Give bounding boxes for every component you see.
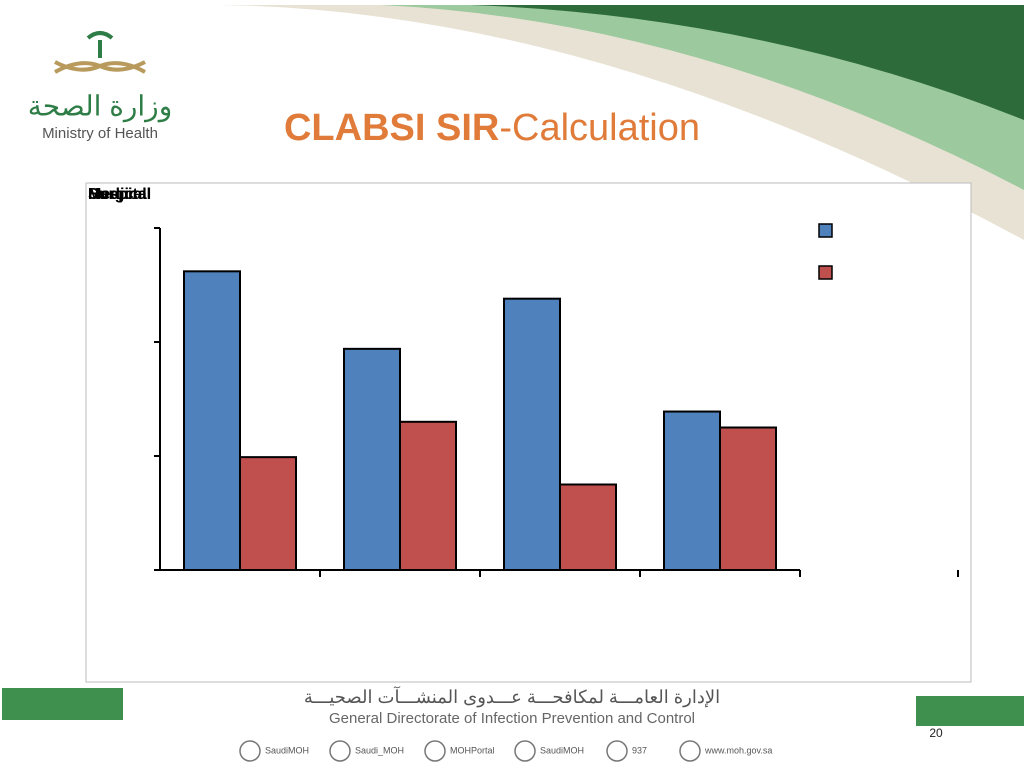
title-bold: CLABSI SIR bbox=[284, 107, 499, 149]
bar bbox=[399, 420, 457, 571]
chart-label: Hospital bbox=[88, 186, 151, 203]
legend-swatch bbox=[818, 265, 833, 280]
link-icon bbox=[424, 740, 446, 762]
bar bbox=[503, 297, 561, 571]
link-icon bbox=[514, 740, 536, 762]
footer-link: 937 bbox=[632, 745, 647, 755]
bar bbox=[239, 456, 297, 572]
legend-swatch bbox=[818, 223, 833, 238]
title-rest: -Calculation bbox=[499, 107, 700, 149]
link-icon bbox=[679, 740, 701, 762]
logo: وزارة الصحة Ministry of Health bbox=[28, 31, 172, 142]
logo-arabic: وزارة الصحة bbox=[28, 90, 172, 122]
footer-bar bbox=[2, 688, 123, 720]
bar bbox=[343, 347, 401, 571]
link-icon bbox=[239, 740, 261, 762]
footer-link: SaudiMOH bbox=[265, 745, 309, 755]
page-number: 20 bbox=[929, 726, 943, 740]
link-icon bbox=[606, 740, 628, 762]
footer-link: MOHPortal bbox=[450, 745, 495, 755]
bar bbox=[663, 410, 721, 572]
footer-link: Saudi_MOH bbox=[355, 745, 404, 755]
bar bbox=[559, 483, 617, 571]
footer-link: SaudiMOH bbox=[540, 745, 584, 755]
footer-link: www.moh.gov.sa bbox=[704, 745, 772, 755]
chart-label: Medical bbox=[88, 186, 147, 203]
bar bbox=[183, 270, 241, 571]
logo-english: Ministry of Health bbox=[42, 125, 158, 142]
chart-label: Surgical bbox=[88, 186, 151, 203]
footer-english: General Directorate of Infection Prevent… bbox=[329, 710, 695, 727]
footer-arabic: الإدارة العامـــة لمكافحـــة عـــدوى الم… bbox=[304, 686, 720, 708]
bar bbox=[719, 426, 777, 571]
decor bbox=[470, 5, 1024, 120]
decor bbox=[220, 5, 1024, 240]
link-icon bbox=[329, 740, 351, 762]
title: CLABSI SIR-Calculation bbox=[284, 107, 700, 149]
footer-bar bbox=[916, 696, 1024, 726]
